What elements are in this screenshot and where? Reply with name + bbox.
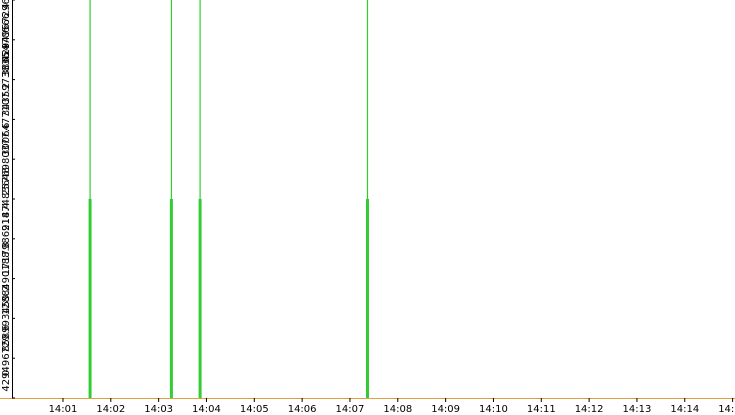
y-tick-label: 0 — [1, 370, 12, 376]
y-tick-label: 2147483648 — [1, 167, 12, 231]
x-tick-label: 14:11 — [527, 404, 556, 415]
y-tick-label: 858993459.2 — [1, 285, 12, 352]
y-tick-label: 3006477107.2 — [1, 83, 12, 156]
x-tick-label: 14:07 — [336, 404, 365, 415]
x-tick-label: 14:15 — [718, 404, 735, 415]
x-tick-label: 14:13 — [623, 404, 652, 415]
x-tick-label: 14:02 — [96, 404, 125, 415]
x-tick-label: 14:06 — [288, 404, 317, 415]
x-tick-label: 14:08 — [383, 404, 412, 415]
y-tick-label: 429496729.6 — [1, 325, 12, 392]
y-tick-label: 4294967296 — [1, 0, 12, 62]
y-tick-label: 1288490188.8 — [1, 242, 12, 315]
y-tick-label: 3865470566.4 — [1, 3, 12, 76]
y-tick-label: 3435973836.8 — [1, 43, 12, 116]
x-tick-label: 14:14 — [670, 404, 699, 415]
x-tick-label: 14:09 — [431, 404, 460, 415]
x-tick-label: 14:12 — [575, 404, 604, 415]
x-tick-label: 14:03 — [144, 404, 173, 415]
y-tick-label: 1717986918.4 — [1, 202, 12, 275]
y-tick-label: 2576980377.6 — [1, 123, 12, 196]
x-tick-label: 14:05 — [240, 404, 269, 415]
x-tick-label: 14:04 — [192, 404, 221, 415]
x-tick-label: 14:10 — [479, 404, 508, 415]
x-tick-label: 14:01 — [49, 404, 78, 415]
